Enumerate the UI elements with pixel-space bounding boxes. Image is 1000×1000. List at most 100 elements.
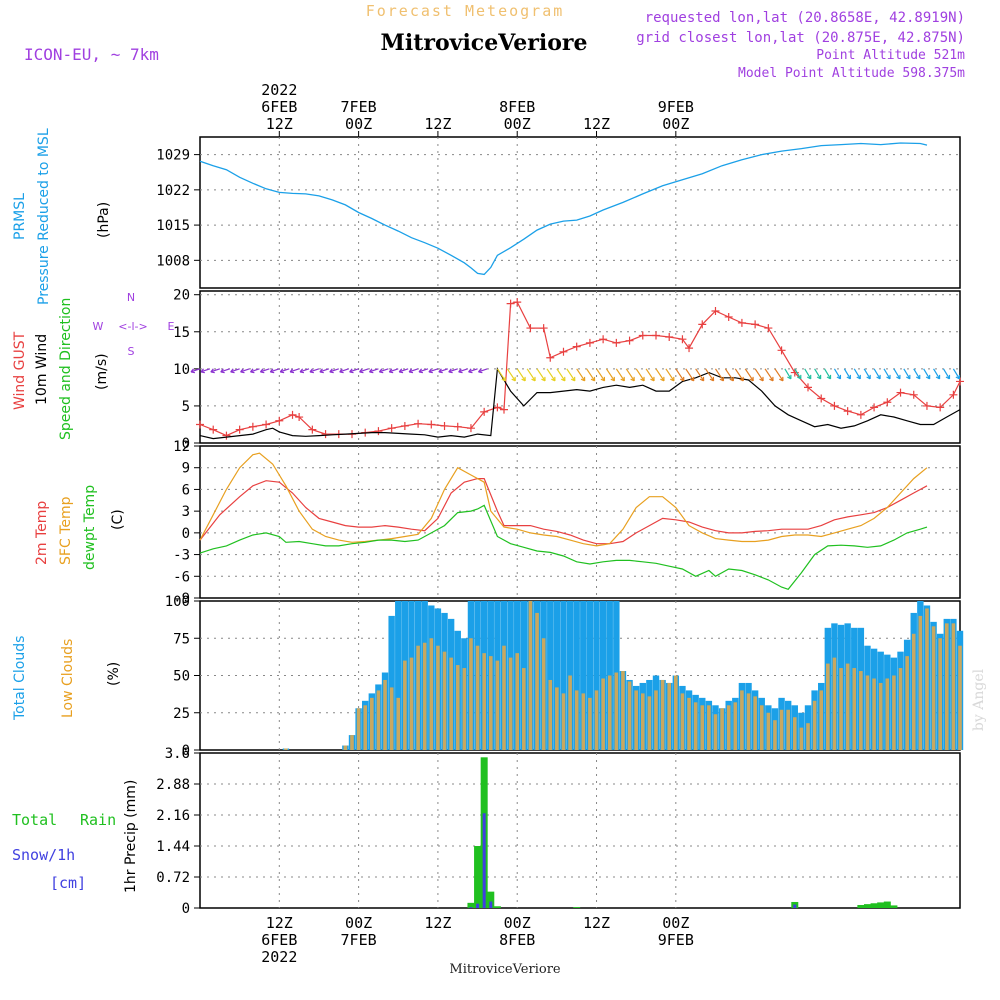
dewpt-label: dewpt Temp [82, 485, 98, 570]
compass-n: N [127, 291, 135, 304]
wind-arrow-head [796, 374, 802, 380]
wind-arrow-head [600, 376, 606, 382]
wind-arrow [784, 368, 792, 380]
low-cloud-bar [436, 645, 440, 750]
wind-arrow-head [299, 368, 305, 374]
sfc-temp-line [199, 452, 928, 547]
compass-s: S [128, 345, 135, 358]
wind-arrow [289, 368, 300, 373]
wind-arrow [280, 368, 290, 373]
wind-arrow [893, 368, 901, 380]
y-tick-label: -6 [173, 569, 190, 585]
wind-arrow-head [945, 374, 951, 380]
wind-arrow-head [699, 376, 705, 382]
wind-arrow-head [886, 374, 891, 380]
gust-marker [572, 342, 581, 351]
wind-arrow [398, 368, 409, 373]
rain-bar [883, 901, 891, 908]
y-tick-label: 12 [173, 439, 190, 455]
wind-arrow-head [478, 368, 483, 374]
wind-arrow-head [580, 376, 586, 382]
wind-arrow [210, 368, 221, 373]
time-label-top: 12Z [424, 115, 451, 133]
gust-marker [321, 430, 330, 439]
y-tick-label: 10 [173, 362, 190, 378]
wind-arrow-head [670, 376, 675, 382]
total-cloud-bar [573, 601, 580, 750]
low-cloud-bar [654, 690, 658, 750]
pressure-line [199, 142, 928, 276]
snow-bar [482, 813, 486, 908]
gust-marker [400, 421, 409, 430]
y-tick-label: 100 [165, 594, 190, 610]
low-cloud-bar [707, 705, 711, 750]
low-cloud-bar [925, 608, 929, 750]
low-cloud-bar [885, 678, 890, 750]
model-label: ICON-EU, ~ 7km [24, 45, 159, 64]
wind-arrow-head [329, 368, 334, 374]
low-cloud-bar [601, 678, 605, 750]
wind-arrow-head [769, 376, 774, 382]
wind-arrow-head [836, 374, 842, 380]
wind-arrow [615, 368, 625, 382]
y-tick-label: 2.88 [156, 777, 190, 793]
low-cloud-bar [931, 626, 936, 750]
wind-arrow-head [448, 368, 453, 374]
low-cloud-bar [621, 671, 625, 750]
gust-marker [678, 335, 687, 344]
gust-marker [295, 413, 304, 422]
wind-arrow [605, 368, 615, 382]
low-cloud-bar [786, 709, 790, 750]
low-cloud-bar [845, 663, 850, 750]
wind-arrow-head [428, 368, 433, 374]
wind-arrow-head [689, 376, 695, 382]
gust-marker [513, 298, 522, 307]
time-label-top: 00Z [504, 115, 531, 133]
top-title: Forecast Meteogram [366, 2, 565, 20]
wind-arrow-head [220, 368, 225, 374]
low-cloud-bar [350, 735, 354, 750]
wind-arrow [942, 368, 950, 380]
low-cloud-bar [495, 660, 500, 750]
wind-arrow [309, 368, 320, 373]
low-cloud-bar [872, 678, 876, 750]
low-cloud-bar [627, 681, 632, 750]
y-tick-label: 1022 [156, 183, 190, 199]
y-tick-label: 25 [173, 706, 190, 722]
gust-marker [427, 420, 436, 429]
low-cloud-bar [826, 663, 830, 750]
wind-arrow [724, 368, 734, 382]
station-title: MitroviceVeriore [381, 30, 588, 56]
wind-arrow [200, 368, 211, 373]
wind-arrow [774, 368, 784, 382]
wind-arrow-head [408, 368, 414, 374]
time-label-top: 9FEB [658, 98, 694, 116]
low-cloud-bar [806, 723, 810, 750]
gust-marker [262, 420, 271, 429]
wind-arrow-head [679, 376, 685, 382]
y-tick-label: -9 [173, 591, 190, 607]
total-cloud-bar [388, 615, 395, 750]
wind-arrow-head [590, 376, 596, 382]
wind-arrow-head [866, 374, 871, 380]
wind-arrow-head [630, 376, 635, 382]
low-cloud-bar [726, 705, 731, 750]
panel-frame [199, 752, 961, 909]
dewpt-line [199, 504, 928, 591]
gust-marker [480, 407, 489, 416]
low-cloud-bar [442, 651, 447, 750]
low-cloud-bar [720, 708, 724, 750]
time-label-bottom: 8FEB [499, 931, 535, 949]
wind-arrow-head [640, 376, 645, 382]
wind-arrow [329, 368, 339, 373]
wind-arrow [458, 368, 468, 373]
wind-arrow-head [368, 368, 374, 374]
low-cloud-bar [713, 714, 718, 750]
gust-marker [737, 318, 746, 327]
wind-arrow [952, 368, 960, 380]
low-cloud-bar [905, 656, 909, 750]
gust-marker [506, 299, 515, 308]
snow-units: [cm] [50, 874, 86, 892]
wind-arrow [220, 368, 230, 373]
